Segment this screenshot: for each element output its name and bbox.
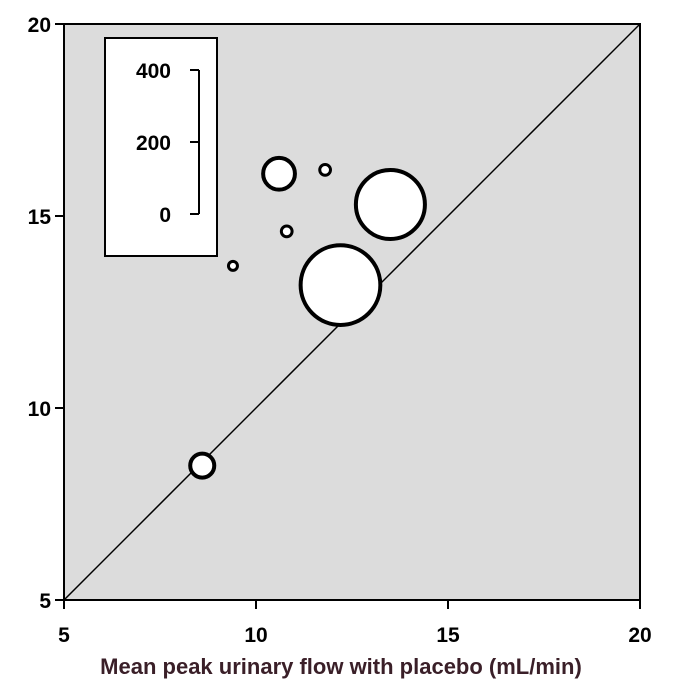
data-point [226,259,239,272]
data-point [298,243,383,327]
x-tick-label: 10 [244,624,267,647]
data-point [353,167,427,241]
y-tick-label: 15 [28,206,52,229]
data-point [188,451,217,480]
y-tick-label: 10 [28,398,51,421]
size-legend-label: 200 [136,132,171,155]
x-axis: 5 10 15 20 [58,600,652,647]
data-point [318,163,332,177]
y-tick-label: 20 [28,14,51,37]
size-legend-label: 400 [136,60,171,83]
y-tick-label: 5 [39,590,51,613]
size-legend-label: 0 [159,204,171,227]
data-point [279,224,294,239]
x-tick-label: 20 [628,624,651,647]
x-tick-label: 15 [436,624,460,647]
y-axis: 5 10 15 20 [28,14,64,613]
size-legend: 400 200 0 [104,37,218,257]
data-points [188,155,427,480]
x-axis-label: Mean peak urinary flow with placebo (mL/… [100,654,582,679]
data-point [261,155,297,192]
x-tick-label: 5 [58,624,70,647]
